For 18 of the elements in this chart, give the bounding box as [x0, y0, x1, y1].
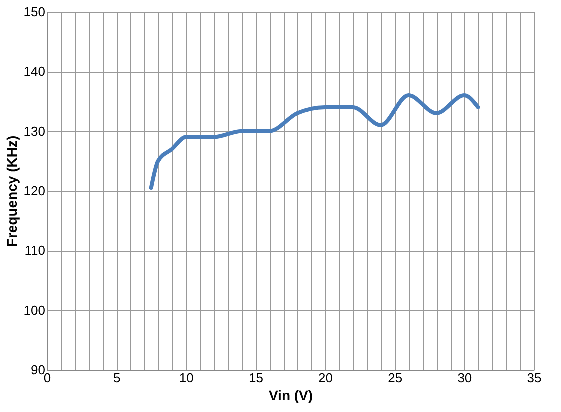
- y-tick-label: 100: [24, 302, 46, 318]
- y-tick-label: 120: [24, 184, 46, 198]
- x-tick-label: 0: [44, 370, 52, 386]
- y-tick-label: 90: [31, 362, 46, 378]
- y-axis-title: Frequency (KHz): [4, 136, 20, 248]
- x-tick-label: 25: [388, 370, 403, 386]
- x-tick-label: 15: [248, 370, 264, 386]
- x-tick-label: 10: [179, 370, 194, 386]
- y-tick-label: 150: [24, 4, 46, 20]
- y-tick-label: 110: [24, 243, 46, 258]
- y-tick-label: 130: [24, 124, 46, 139]
- x-tick-label: 20: [318, 370, 334, 386]
- x-tick-label: 30: [458, 370, 472, 386]
- x-tick-label: 5: [113, 370, 121, 386]
- y-tick-label: 140: [24, 64, 46, 80]
- x-axis-title: Vin (V): [268, 388, 314, 404]
- line-series: [149, 94, 480, 190]
- x-tick-label: 35: [527, 370, 542, 386]
